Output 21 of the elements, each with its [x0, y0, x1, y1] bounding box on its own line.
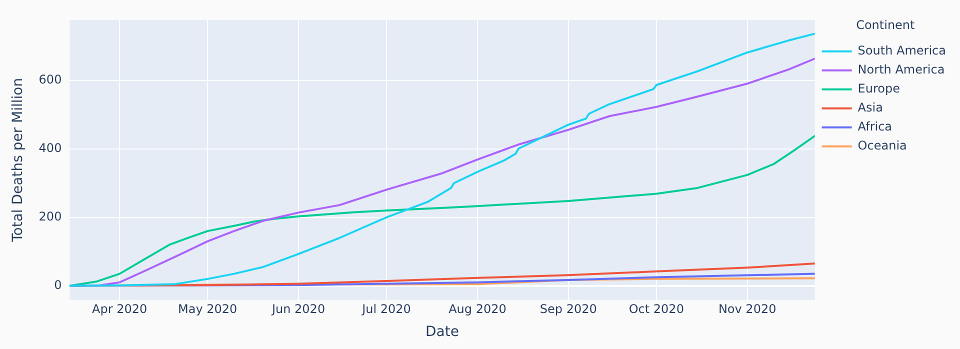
y-tick-label: 400 — [38, 141, 62, 156]
legend-label: Asia — [858, 100, 883, 115]
legend-label: Oceania — [858, 138, 907, 153]
x-tick-label: Jul 2020 — [361, 302, 411, 316]
y-tick-label: 200 — [38, 209, 62, 224]
legend-label: Europe — [858, 82, 900, 96]
x-tick-label: Aug 2020 — [448, 302, 506, 316]
y-tick-label: 0 — [54, 278, 62, 292]
legend-label: North America — [858, 62, 945, 77]
x-tick-label: Jun 2020 — [270, 302, 326, 316]
x-tick-label: Apr 2020 — [92, 302, 148, 316]
x-tick-label: Nov 2020 — [718, 302, 776, 316]
x-tick-label: Oct 2020 — [628, 302, 684, 316]
x-axis-title: Date — [426, 324, 459, 340]
legend-title: Continent — [856, 18, 916, 32]
x-tick-label: May 2020 — [178, 302, 238, 316]
legend-label: South America — [858, 44, 946, 58]
x-tick-label: Sep 2020 — [540, 302, 597, 316]
legend-label: Africa — [858, 120, 892, 134]
y-tick-label: 600 — [38, 72, 62, 87]
y-axis-title: Total Deaths per Million — [10, 78, 26, 243]
